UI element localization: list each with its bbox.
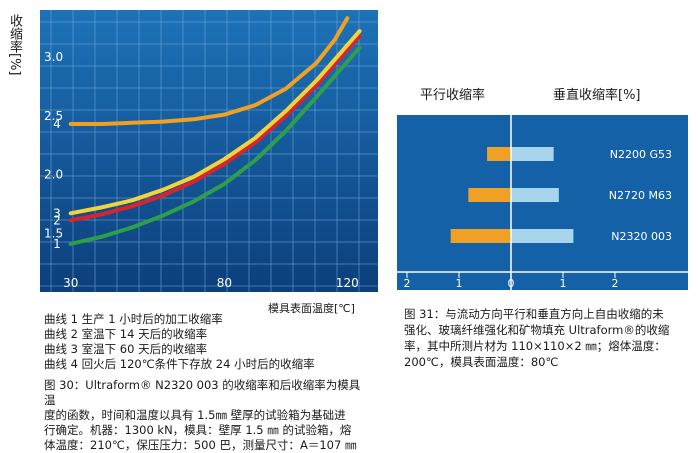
- x-axis-label: 模具表面温度[℃]: [268, 302, 355, 315]
- series-label-4: 4: [53, 117, 61, 131]
- series-label-3: 3: [53, 206, 61, 220]
- bar-perpendicular: [511, 229, 574, 243]
- perpendicular-header: 垂直收缩率[%]: [553, 88, 641, 103]
- bar-x-tick-label: 2: [404, 277, 411, 290]
- y-tick-label: 1.5: [44, 226, 63, 240]
- bar-parallel: [468, 188, 511, 202]
- bar-x-tick-label: 2: [612, 277, 619, 290]
- x-tick-label: 80: [217, 276, 232, 290]
- series-line-1: [68, 45, 362, 246]
- series-label-1: 1: [53, 237, 61, 251]
- series-line-3: [68, 29, 362, 216]
- bar-plot-background: [397, 115, 688, 290]
- figure-30-caption: 图 30：Ultraform® N2320 003 的收缩率和后收缩率为模具温 …: [44, 378, 364, 453]
- shrinkage-bar-chart: N2200 G53 N2720 M63 N2320 003 2 1 0 1 2: [397, 115, 688, 290]
- series-label-2: 2: [53, 213, 61, 227]
- bar-perpendicular: [511, 147, 554, 161]
- caption-line: 200℃，模具表面温度：80℃: [404, 355, 559, 369]
- figure-31-caption: 图 31：与流动方向平行和垂直方向上自由收缩的未 强化、玻璃纤维强化和矿物填充 …: [404, 306, 690, 370]
- x-tick-label: 30: [63, 276, 78, 290]
- caption-line: 图 31：与流动方向平行和垂直方向上自由收缩的未: [404, 307, 664, 321]
- caption-line: 率，其中所测片材为 110×110×2 ㎜；熔体温度：: [404, 339, 666, 353]
- bar-x-tick-label: 1: [560, 277, 567, 290]
- y-tick-label: 2.5: [44, 109, 63, 123]
- legend-line: 曲线 2 室温下 14 天后的收缩率: [44, 327, 208, 341]
- x-tick-label: 120: [336, 276, 359, 290]
- caption-line: 强化、玻璃纤维强化和矿物填充 Ultraform®的收缩: [404, 323, 670, 337]
- parallel-header: 平行收缩率: [420, 88, 486, 103]
- shrinkage-line-chart: 1.5 2.0 2.5 3.0 30 80 120 1 23 4: [40, 10, 378, 292]
- caption-line: 图 30：Ultraform® N2320 003 的收缩率和后收缩率为模具温: [44, 378, 361, 407]
- bar-x-tick-label: 1: [456, 277, 463, 290]
- curve-legend: 曲线 1 生产 1 小时后的加工收缩率 曲线 2 室温下 14 天后的收缩率 曲…: [44, 312, 315, 372]
- category-label: N2320 003: [611, 230, 672, 243]
- y-tick-label: 2.0: [44, 168, 63, 182]
- caption-line: 行确定。机器：1300 kN，模具：壁厚 1.5 ㎜ 的试验箱，熔: [44, 423, 352, 437]
- category-label: N2720 M63: [609, 189, 672, 202]
- category-label: N2200 G53: [610, 148, 672, 161]
- caption-line: 体温度：210℃，保压压力：500 巴，测量尺寸：A＝107 ㎜: [44, 438, 357, 452]
- bar-parallel: [487, 147, 511, 161]
- y-tick-label: 3.0: [44, 50, 63, 64]
- series-line-4: [68, 16, 350, 126]
- bar-parallel: [450, 229, 511, 243]
- bar-x-tick-label: 0: [508, 277, 515, 290]
- y-axis-label: 收缩率[%]: [7, 14, 22, 76]
- bar-perpendicular: [511, 188, 559, 202]
- legend-line: 曲线 3 室温下 60 天后的收缩率: [44, 342, 208, 356]
- legend-line: 曲线 1 生产 1 小时后的加工收缩率: [44, 312, 223, 326]
- legend-line: 曲线 4 回火后 120℃条件下存放 24 小时后的收缩率: [44, 357, 315, 371]
- series-line-2: [68, 33, 362, 223]
- caption-line: 度的函数，时间和温度以具有 1.5㎜ 壁厚的试验箱为基础进: [44, 408, 346, 422]
